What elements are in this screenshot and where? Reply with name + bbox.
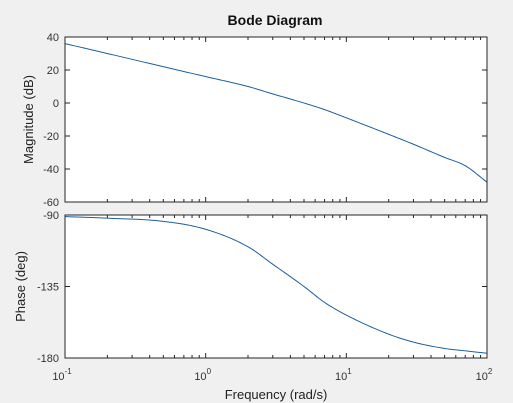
phase-y-tick-label: -180 — [37, 353, 59, 365]
x-tick-label: 101 — [335, 367, 352, 383]
x-tick-labels: 10-1 100 101 102 — [52, 367, 493, 383]
magnitude-y-tick-label: 40 — [47, 32, 59, 44]
x-tick-label: 102 — [476, 367, 493, 383]
phase-series-line — [64, 216, 488, 354]
chart-title: Bode Diagram — [228, 12, 323, 28]
phase-axes: -90 -135 -180 Phase (deg) — [13, 210, 488, 365]
x-tick-label: 10-1 — [52, 367, 72, 383]
phase-plot-area — [65, 215, 487, 358]
magnitude-y-axis-label: Magnitude (dB) — [21, 75, 36, 164]
phase-y-tick-labels: -90 -135 -180 — [37, 210, 59, 365]
magnitude-frame — [64, 36, 488, 203]
x-axis-label: Frequency (rad/s) — [225, 387, 328, 402]
phase-y-tick-label: -135 — [37, 282, 59, 294]
magnitude-axes: 40 20 0 -20 -40 -60 Magnitude (dB) — [21, 32, 488, 209]
magnitude-y-tick-label: -60 — [43, 197, 59, 209]
magnitude-y-tick-label: 0 — [53, 98, 59, 110]
phase-frame — [64, 214, 488, 359]
phase-y-axis-label: Phase (deg) — [13, 251, 28, 322]
magnitude-plot-area — [65, 37, 487, 202]
magnitude-y-tick-label: 20 — [47, 65, 59, 77]
magnitude-series-line — [64, 43, 488, 183]
x-tick-label: 100 — [194, 367, 211, 383]
magnitude-y-tick-label: -20 — [43, 131, 59, 143]
magnitude-y-tick-label: -40 — [43, 164, 59, 176]
phase-y-tick-label: -90 — [43, 210, 59, 222]
magnitude-y-tick-labels: 40 20 0 -20 -40 -60 — [43, 32, 59, 209]
